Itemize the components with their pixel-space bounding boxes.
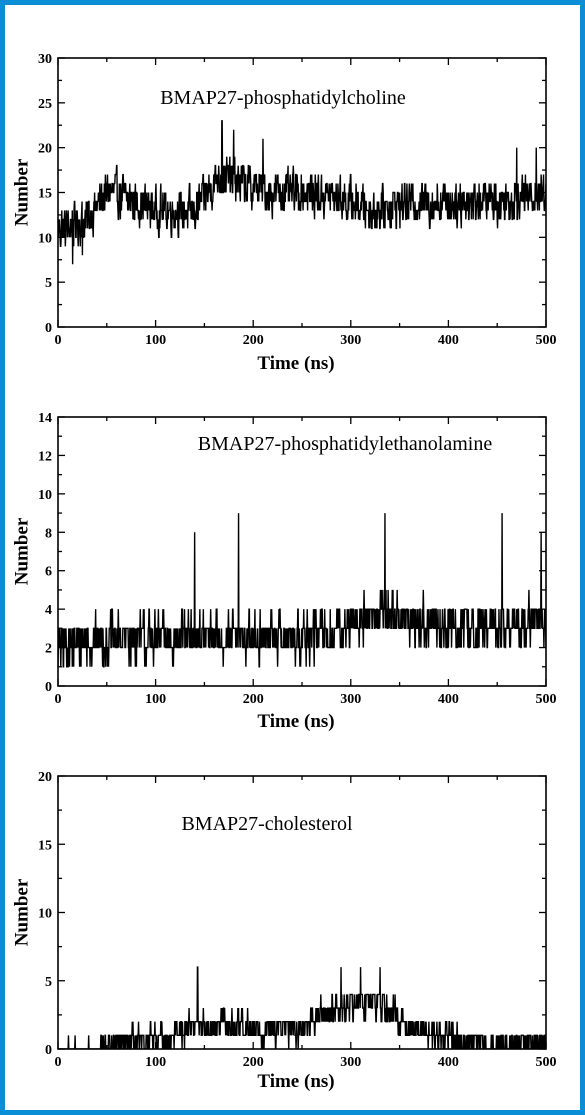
y-tick-label: 2 (45, 642, 52, 657)
y-tick-label: 14 (38, 411, 52, 426)
y-tick-label: 15 (38, 187, 52, 202)
y-tick-label: 10 (38, 231, 52, 246)
x-tick-label: 500 (536, 333, 557, 348)
x-tick-label: 400 (438, 333, 459, 348)
x-tick-label: 500 (536, 1055, 557, 1070)
y-tick-label: 15 (38, 838, 52, 853)
y-tick-label: 30 (38, 52, 52, 67)
chart-panel-1: 0 100 200 300 400 500 0 5 10 15 20 25 30 BMAP27-phosp… (11, 52, 556, 374)
x-tick-label: 300 (340, 1055, 361, 1070)
x-tick-label: 300 (340, 333, 361, 348)
chart-title: BMAP27-phosphatidylethanolamine (198, 433, 493, 455)
y-tick-label: 5 (45, 276, 52, 291)
x-tick-label: 0 (55, 1055, 62, 1070)
x-tick-label: 300 (340, 692, 361, 707)
x-axis-label: Time (ns) (257, 353, 334, 374)
y-tick-label: 6 (45, 565, 52, 580)
y-tick-label: 4 (45, 603, 52, 618)
y-tick-label: 0 (45, 1043, 52, 1058)
y-axis-label: Number (11, 517, 32, 585)
x-tick-label: 400 (438, 692, 459, 707)
y-tick-label: 8 (45, 526, 52, 541)
y-tick-label: 5 (45, 975, 52, 990)
x-tick-label: 100 (145, 692, 166, 707)
y-tick-label: 20 (38, 770, 52, 785)
x-tick-label: 100 (145, 1055, 166, 1070)
y-tick-label: 12 (38, 449, 52, 464)
x-tick-label: 500 (536, 692, 557, 707)
series-line (58, 966, 546, 1049)
y-tick-label: 0 (45, 680, 52, 695)
x-tick-label: 0 (55, 333, 62, 348)
x-tick-label: 200 (243, 333, 264, 348)
x-tick-label: 200 (243, 1055, 264, 1070)
y-tick-label: 20 (38, 142, 52, 157)
x-tick-label: 400 (438, 1055, 459, 1070)
x-tick-label: 200 (243, 692, 264, 707)
x-axis-label: Time (ns) (257, 711, 334, 732)
x-axis-label: Time (ns) (257, 1071, 334, 1092)
y-tick-label: 0 (45, 321, 52, 336)
x-tick-label: 100 (145, 333, 166, 348)
x-tick-label: 0 (55, 692, 62, 707)
chart-panel-3: 0 100 200 300 400 500 0 5 10 15 20 BMAP27-cholester… (11, 770, 556, 1092)
y-tick-label: 10 (38, 907, 52, 922)
chart-title: BMAP27-cholesterol (181, 813, 353, 835)
y-tick-label: 10 (38, 488, 52, 503)
y-tick-label: 25 (38, 97, 52, 112)
chart-title: BMAP27-phosphatidylcholine (160, 87, 406, 109)
chart-panel-2: 0 100 200 300 400 500 0 2 4 6 8 10 12 14 BMAP27-phosph… (11, 411, 556, 732)
y-axis-label: Number (11, 158, 32, 226)
y-axis-label: Number (11, 878, 32, 946)
series-line (58, 513, 546, 668)
series-line (58, 120, 546, 265)
